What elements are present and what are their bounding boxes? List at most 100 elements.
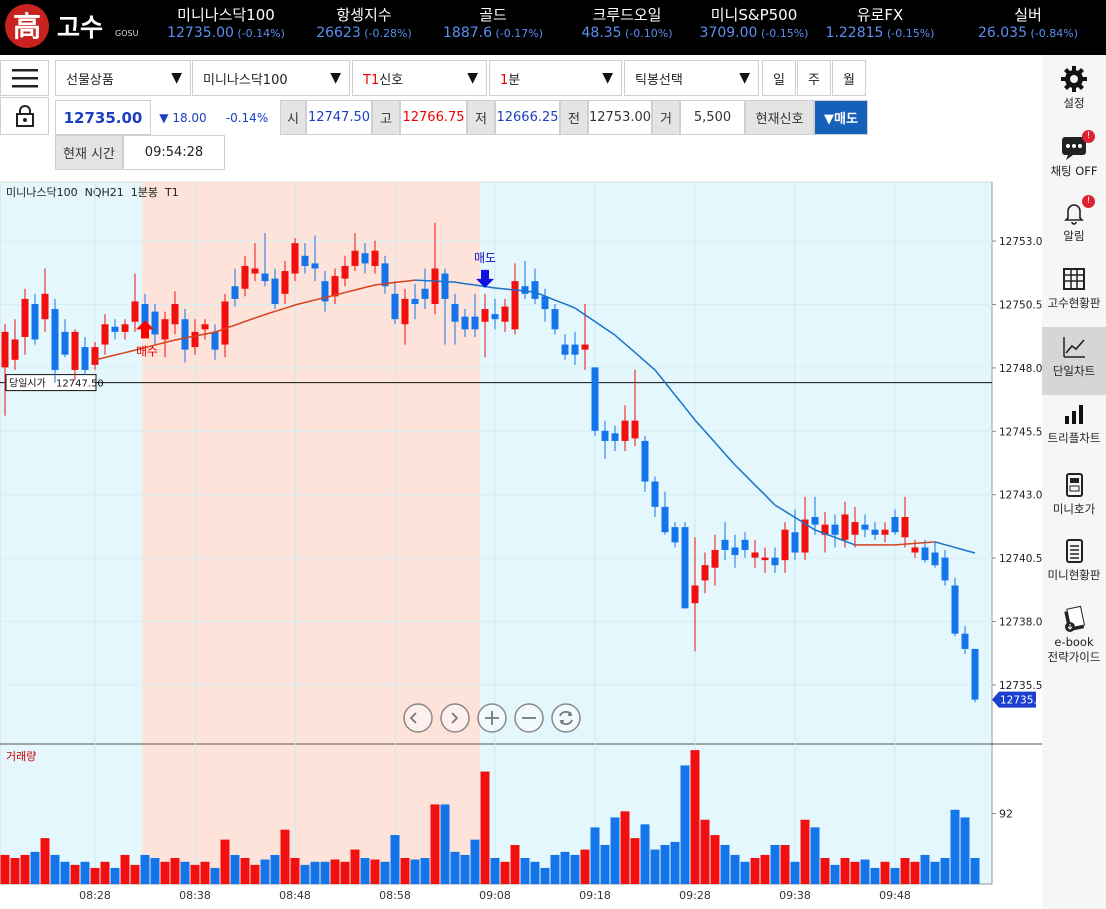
sidebar-item[interactable]: 설정 xyxy=(1042,65,1106,111)
candle-body xyxy=(251,268,259,274)
moving-average xyxy=(224,324,236,330)
volume-bar xyxy=(430,804,440,884)
nav-button[interactable] xyxy=(514,703,544,733)
moving-average xyxy=(234,320,246,326)
volume-bar xyxy=(710,835,720,884)
candle-body xyxy=(451,303,459,322)
volume-bar xyxy=(390,835,400,884)
moving-average xyxy=(564,303,576,309)
candle-body xyxy=(571,344,579,355)
ticker-price: 48.35 xyxy=(581,25,622,41)
dropdown[interactable]: 1분 ▼ xyxy=(489,60,622,96)
candle-body xyxy=(51,309,59,370)
volume-bar xyxy=(180,861,190,884)
candle-body xyxy=(351,250,359,266)
dropdown-label: 틱봉선택 xyxy=(635,69,683,88)
moving-average xyxy=(894,543,906,546)
sidebar-item[interactable]: 고수현황판 xyxy=(1042,265,1106,311)
ticker-name: 유로FX xyxy=(856,6,904,24)
dropdown-arrow: ▼ xyxy=(171,70,182,86)
volume-bar xyxy=(760,854,770,884)
candle-body xyxy=(171,303,179,325)
period-button[interactable]: 주 xyxy=(797,60,831,96)
moving-average xyxy=(714,441,726,455)
nav-button[interactable] xyxy=(477,703,507,733)
candle-body xyxy=(161,319,169,340)
sidebar-icon xyxy=(1066,473,1083,497)
volume-bar xyxy=(590,827,600,884)
dropdown[interactable]: T1신호 ▼ xyxy=(352,60,487,96)
volume-bar xyxy=(490,857,500,884)
moving-average xyxy=(174,337,186,341)
x-tick-label: 09:48 xyxy=(879,889,911,902)
moving-average xyxy=(674,394,686,408)
sidebar-item[interactable]: ! 채팅 OFF xyxy=(1042,130,1106,179)
ticker-name: 골드 xyxy=(479,6,507,24)
candle-body xyxy=(751,552,759,558)
candle-body xyxy=(461,316,469,330)
dropdown[interactable]: 미니나스닥100 ▼ xyxy=(192,60,350,96)
sell-arrow xyxy=(476,269,494,288)
signal-button[interactable]: ▼매도 xyxy=(814,100,868,135)
moving-average xyxy=(754,484,766,496)
period-button[interactable]: 월 xyxy=(832,60,866,96)
sidebar-icon xyxy=(1065,405,1083,424)
sidebar-item[interactable]: e-book 전략가이드 xyxy=(1042,605,1106,665)
quote-volume: 5,500 xyxy=(680,100,745,135)
sidebar-item[interactable]: 단일차트 xyxy=(1042,327,1106,395)
candle-body xyxy=(901,517,909,538)
candle-body xyxy=(411,298,419,304)
x-tick-label: 09:28 xyxy=(679,889,711,902)
x-tick-label: 08:38 xyxy=(179,889,211,902)
volume-bar xyxy=(290,857,300,884)
open-line-label: 당일시가 xyxy=(9,378,46,390)
badge: ! xyxy=(1082,195,1095,208)
candle-body xyxy=(541,296,549,310)
candle-body xyxy=(131,301,139,322)
nav-button[interactable] xyxy=(403,703,433,733)
sidebar-item[interactable]: 미니호가 xyxy=(1042,471,1106,517)
candle-body xyxy=(11,339,19,360)
nav-button[interactable] xyxy=(440,703,470,733)
x-tick-label: 09:18 xyxy=(579,889,611,902)
moving-average xyxy=(614,334,626,345)
moving-average xyxy=(914,541,926,545)
lock-button[interactable] xyxy=(0,97,49,135)
sidebar-item[interactable]: 미니현황판 xyxy=(1042,537,1106,583)
volume-bar xyxy=(970,857,980,884)
volume-bar xyxy=(450,851,460,884)
axis-background xyxy=(992,182,1042,884)
sidebar-label: 트리플차트 xyxy=(1047,431,1101,445)
dropdown[interactable]: 틱봉선택 ▼ xyxy=(624,60,759,96)
sidebar-item[interactable]: 트리플차트 xyxy=(1042,400,1106,446)
period-button[interactable]: 일 xyxy=(762,60,796,96)
candle-body xyxy=(141,303,149,325)
ticker: 크루드오일 48.35 (-0.10%) xyxy=(557,4,697,41)
quote-prev: 12753.00 xyxy=(588,100,652,135)
candle-body xyxy=(331,276,339,297)
moving-average xyxy=(524,290,536,293)
volume-bar xyxy=(570,854,580,884)
volume-bar xyxy=(110,867,120,884)
moving-average xyxy=(584,314,596,323)
ticker-change: (-0.15%) xyxy=(760,27,809,40)
volume-bar xyxy=(600,844,610,884)
moving-average xyxy=(724,453,736,466)
sidebar-icon xyxy=(1064,204,1084,225)
ticker-price: 12735.00 xyxy=(167,25,234,41)
dropdown[interactable]: 선물상품 ▼ xyxy=(55,60,191,96)
dropdown-label: 1분 xyxy=(500,69,520,88)
volume-bar xyxy=(330,859,340,884)
sidebar-item[interactable]: ! 알림 xyxy=(1042,195,1106,244)
moving-average xyxy=(254,313,266,319)
menu-button[interactable] xyxy=(0,60,49,96)
candle-body xyxy=(731,547,739,556)
last-price-label: 12735.00 xyxy=(1000,695,1042,707)
logo-sub: GOSU xyxy=(115,29,139,38)
moving-average xyxy=(414,279,426,282)
nav-button[interactable] xyxy=(551,703,581,733)
ticker-change: (-0.14%) xyxy=(237,27,285,40)
candle-body xyxy=(941,557,949,581)
moving-average xyxy=(374,282,386,286)
